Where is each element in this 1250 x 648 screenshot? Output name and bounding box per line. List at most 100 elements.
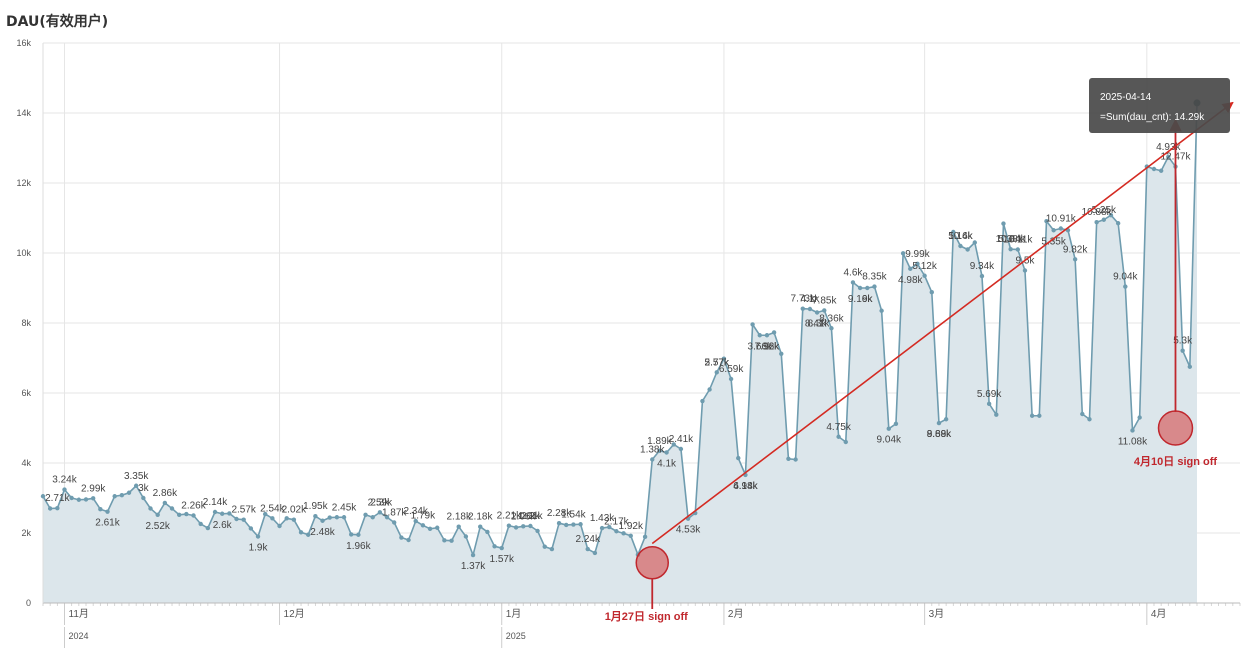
data-point[interactable] [320, 518, 325, 523]
data-point[interactable] [241, 517, 246, 522]
data-point[interactable] [614, 529, 619, 534]
data-point[interactable] [786, 456, 791, 461]
data-point[interactable] [986, 401, 992, 407]
data-point[interactable] [829, 326, 834, 331]
data-point[interactable] [277, 523, 282, 529]
data-point[interactable] [721, 356, 727, 361]
data-point[interactable] [1108, 213, 1114, 218]
data-point[interactable] [736, 455, 741, 461]
data-point[interactable] [262, 511, 268, 517]
data-point[interactable] [1072, 257, 1078, 262]
data-point[interactable] [642, 534, 648, 540]
data-point[interactable] [1044, 218, 1049, 224]
data-point[interactable] [671, 442, 676, 447]
data-point[interactable] [535, 528, 540, 534]
data-point[interactable] [248, 526, 254, 531]
data-point[interactable] [1158, 168, 1164, 173]
data-point[interactable] [700, 398, 705, 404]
data-point[interactable] [1022, 268, 1028, 273]
data-point[interactable] [506, 523, 512, 528]
data-point[interactable] [83, 497, 89, 502]
data-point[interactable] [105, 509, 110, 514]
data-point[interactable] [270, 516, 275, 521]
data-point[interactable] [800, 306, 805, 311]
data-point[interactable] [1058, 226, 1064, 231]
data-point[interactable] [98, 507, 103, 512]
data-point[interactable] [900, 251, 906, 256]
data-point[interactable] [757, 333, 762, 338]
data-point[interactable] [1087, 417, 1092, 422]
data-point[interactable] [1080, 411, 1085, 417]
data-point[interactable] [456, 524, 461, 529]
data-point[interactable] [886, 426, 891, 431]
data-point[interactable] [1151, 166, 1157, 172]
data-point[interactable] [234, 516, 239, 522]
data-point[interactable] [485, 529, 490, 535]
data-point[interactable] [291, 517, 297, 522]
data-point[interactable] [162, 500, 168, 506]
data-point[interactable] [306, 532, 311, 537]
data-point[interactable] [298, 530, 304, 535]
data-point[interactable] [427, 526, 433, 531]
data-point[interactable] [943, 417, 949, 422]
data-point[interactable] [994, 412, 999, 417]
data-point[interactable] [327, 515, 332, 520]
data-point[interactable] [470, 552, 476, 558]
data-point[interactable] [951, 229, 956, 235]
data-point[interactable] [857, 285, 863, 291]
data-point[interactable] [255, 534, 261, 539]
data-point[interactable] [349, 532, 354, 537]
data-point[interactable] [435, 525, 440, 530]
data-point[interactable] [399, 535, 404, 540]
data-point[interactable] [513, 525, 519, 530]
data-point[interactable] [62, 487, 67, 492]
data-point[interactable] [363, 512, 368, 517]
data-point[interactable] [585, 546, 590, 552]
data-point[interactable] [133, 483, 139, 488]
data-point[interactable] [176, 512, 182, 517]
data-point[interactable] [112, 494, 117, 499]
data-point[interactable] [599, 525, 605, 531]
data-point[interactable] [764, 333, 770, 338]
data-point[interactable] [850, 280, 856, 285]
data-point[interactable] [69, 495, 74, 501]
data-point[interactable] [958, 243, 963, 249]
data-point[interactable] [341, 515, 347, 520]
data-point[interactable] [836, 434, 841, 439]
data-point[interactable] [227, 511, 232, 516]
data-point[interactable] [313, 514, 318, 519]
data-point[interactable] [219, 511, 225, 516]
data-point[interactable] [922, 273, 927, 278]
data-point[interactable] [936, 420, 942, 426]
data-point[interactable] [592, 550, 598, 556]
data-point[interactable] [334, 515, 340, 520]
data-point[interactable] [607, 524, 612, 530]
data-point[interactable] [478, 524, 483, 529]
data-point[interactable] [1015, 247, 1021, 252]
data-point[interactable] [822, 308, 827, 313]
data-point[interactable] [1101, 217, 1107, 222]
data-point[interactable] [807, 306, 813, 312]
data-point[interactable] [126, 490, 132, 495]
data-point[interactable] [499, 545, 504, 551]
data-point[interactable] [76, 497, 82, 502]
data-point[interactable] [814, 310, 820, 315]
data-point[interactable] [621, 531, 626, 536]
data-point[interactable] [1166, 154, 1171, 159]
data-point[interactable] [564, 522, 569, 528]
data-point[interactable] [169, 506, 175, 511]
data-point[interactable] [1029, 413, 1035, 418]
data-point[interactable] [714, 370, 719, 375]
data-point[interactable] [528, 523, 533, 529]
data-point[interactable] [571, 522, 576, 527]
data-point[interactable] [843, 439, 848, 445]
data-point[interactable] [155, 512, 160, 517]
data-point[interactable] [1137, 415, 1142, 420]
data-point[interactable] [212, 509, 218, 515]
data-point[interactable] [356, 532, 361, 537]
data-point[interactable] [1001, 221, 1006, 226]
data-point[interactable] [1094, 220, 1099, 225]
data-point[interactable] [377, 510, 383, 515]
data-point[interactable] [148, 506, 153, 511]
data-point[interactable] [55, 505, 60, 511]
